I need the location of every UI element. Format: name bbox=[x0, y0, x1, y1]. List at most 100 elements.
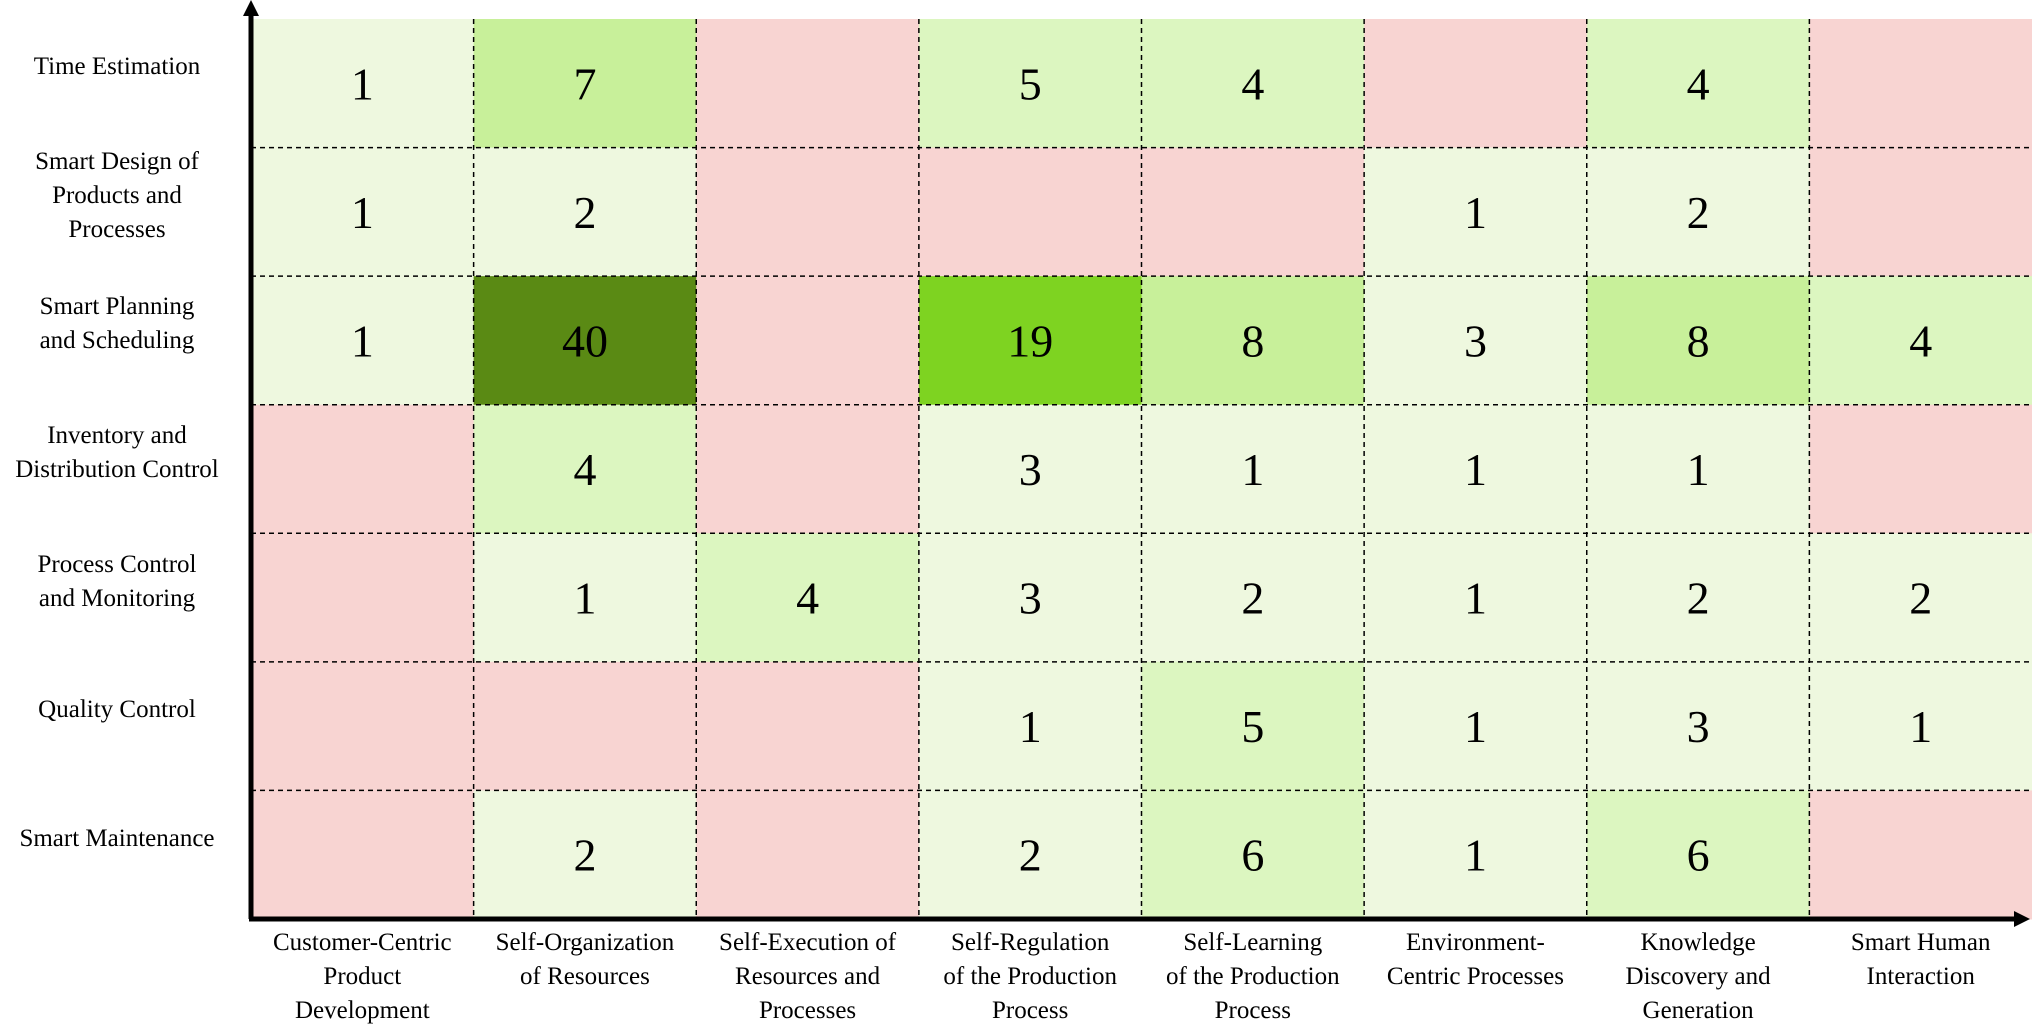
cell-smart-maintenance-environment-centric-processes bbox=[1364, 790, 1588, 920]
column-label-self-learning-of-the-production-process: Self-Learning of the Production Process bbox=[1142, 926, 1365, 1028]
column-label-line: Self-Organization bbox=[495, 929, 675, 956]
cell-process-control-and-monitoring-self-execution-of-resources-and-processes bbox=[696, 533, 920, 663]
cell-smart-planning-and-scheduling-self-execution-of-resources-and-processes bbox=[696, 276, 920, 406]
row-label-smart-planning-and-scheduling: Smart Planning and Scheduling bbox=[0, 290, 234, 358]
cell-process-control-and-monitoring-environment-centric-processes bbox=[1364, 533, 1588, 663]
cell-value-label: 5 bbox=[1019, 58, 1042, 109]
row-label-line: Inventory and bbox=[47, 422, 187, 449]
column-label-line: Resources and bbox=[735, 963, 881, 990]
cell-time-estimation-self-execution-of-resources-and-processes bbox=[696, 19, 920, 149]
cell-smart-planning-and-scheduling-environment-centric-processes bbox=[1364, 276, 1588, 406]
x-axis-arrow bbox=[2014, 911, 2030, 927]
cell-smart-planning-and-scheduling-knowledge-discovery-and-generation bbox=[1586, 276, 1810, 406]
grid-lines bbox=[251, 19, 2032, 919]
row-label-line: and Scheduling bbox=[39, 327, 195, 355]
cell-value-label: 8 bbox=[1241, 315, 1264, 366]
row-label-line: Processes bbox=[68, 215, 166, 243]
cell-value-label: 7 bbox=[573, 58, 596, 109]
cell-quality-control-environment-centric-processes bbox=[1364, 661, 1588, 791]
cell-time-estimation-customer-centric-product-development bbox=[251, 19, 475, 149]
cell-time-estimation-smart-human-interaction bbox=[1809, 19, 2032, 149]
cell-process-control-and-monitoring-self-regulation-of-the-production-process bbox=[918, 533, 1142, 663]
cell-process-control-and-monitoring-self-learning-of-the-production-process bbox=[1141, 533, 1365, 663]
column-label-smart-human-interaction: Smart Human Interaction bbox=[1809, 926, 2032, 994]
cell-process-control-and-monitoring-self-organization-of-resources bbox=[473, 533, 697, 663]
row-label-line: Distribution Control bbox=[15, 456, 219, 483]
cell-inventory-and-distribution-control-environment-centric-processes bbox=[1364, 404, 1588, 534]
row-label-line: Smart Maintenance bbox=[19, 824, 215, 852]
column-label-line: Smart Human bbox=[1850, 929, 1991, 956]
row-label-line: Smart Planning bbox=[39, 293, 195, 321]
cell-time-estimation-self-learning-of-the-production-process bbox=[1141, 19, 1365, 149]
column-label-knowledge-discovery-and-generation: Knowledge Discovery and Generation bbox=[1587, 926, 1810, 1028]
cell-value-label: 2 bbox=[573, 830, 596, 881]
cell-value-label: 8 bbox=[1687, 315, 1710, 366]
column-label-line: Interaction bbox=[1866, 963, 1975, 990]
cell-value-label: 2 bbox=[1687, 187, 1710, 238]
cell-value-label: 6 bbox=[1687, 830, 1710, 881]
cell-value-label: 5 bbox=[1241, 701, 1264, 752]
column-label-line: Development bbox=[294, 997, 430, 1024]
cell-time-estimation-self-regulation-of-the-production-process bbox=[918, 19, 1142, 149]
y-axis-arrow bbox=[243, 0, 259, 16]
column-label-line: Self-Regulation bbox=[951, 929, 1110, 956]
cell-smart-planning-and-scheduling-self-organization-of-resources bbox=[473, 276, 697, 406]
cell-inventory-and-distribution-control-self-organization-of-resources bbox=[473, 404, 697, 534]
cell-value-label: 19 bbox=[1007, 315, 1053, 366]
cell-process-control-and-monitoring-smart-human-interaction bbox=[1809, 533, 2032, 663]
cell-value-label: 3 bbox=[1019, 573, 1042, 624]
cell-quality-control-self-learning-of-the-production-process bbox=[1141, 661, 1365, 791]
cell-value-label: 1 bbox=[1909, 701, 1932, 752]
cell-smart-planning-and-scheduling-customer-centric-product-development bbox=[251, 276, 475, 406]
cell-value-label: 2 bbox=[1241, 573, 1264, 624]
cell-value-label: 4 bbox=[796, 573, 819, 624]
cell-process-control-and-monitoring-knowledge-discovery-and-generation bbox=[1586, 533, 1810, 663]
cell-inventory-and-distribution-control-knowledge-discovery-and-generation bbox=[1586, 404, 1810, 534]
cell-quality-control-self-organization-of-resources bbox=[473, 661, 697, 791]
cell-value-label: 40 bbox=[562, 315, 608, 366]
cell-smart-maintenance-self-execution-of-resources-and-processes bbox=[696, 790, 920, 920]
column-label-line: Product bbox=[323, 963, 402, 990]
axes bbox=[243, 0, 2030, 927]
cell-value-label: 1 bbox=[351, 315, 374, 366]
cell-smart-maintenance-knowledge-discovery-and-generation bbox=[1586, 790, 1810, 920]
row-label-smart-design-of-products-and-processes: Smart Design of Products and Processes bbox=[0, 145, 234, 247]
cell-value-label: 2 bbox=[1019, 830, 1042, 881]
cell-value-label: 6 bbox=[1241, 830, 1264, 881]
cell-value-label: 1 bbox=[1019, 701, 1042, 752]
cell-value-label: 3 bbox=[1019, 444, 1042, 495]
cell-smart-design-of-products-and-processes-self-execution-of-resources-and-processes bbox=[696, 147, 920, 277]
row-label-time-estimation: Time Estimation bbox=[0, 50, 234, 84]
cell-value-label: 1 bbox=[351, 58, 374, 109]
column-label-line: of the Production bbox=[943, 963, 1117, 990]
cell-value-label: 1 bbox=[1464, 187, 1487, 238]
cell-smart-design-of-products-and-processes-self-organization-of-resources bbox=[473, 147, 697, 277]
cell-inventory-and-distribution-control-self-regulation-of-the-production-process bbox=[918, 404, 1142, 534]
column-label-line: Generation bbox=[1642, 997, 1754, 1024]
cell-smart-design-of-products-and-processes-self-regulation-of-the-production-process bbox=[918, 147, 1142, 277]
column-label-self-execution-of-resources-and-processes: Self-Execution of Resources and Processes bbox=[696, 926, 919, 1028]
row-label-line: Products and bbox=[52, 181, 182, 209]
row-label-line: Time Estimation bbox=[33, 53, 201, 81]
cell-value-label: 4 bbox=[1909, 315, 1932, 366]
column-label-line: Process bbox=[1214, 997, 1291, 1024]
heatmap-cells: 1 7 5 4 4 1 2 1 2 1 40 19 8 3 8 4 4 3 1 1 1 1 4 3 2 1 2 2 1 5 1 3 1 2 2 6 1 6 bbox=[251, 19, 2032, 920]
cell-value-label: 1 bbox=[1464, 573, 1487, 624]
cell-quality-control-customer-centric-product-development bbox=[251, 661, 475, 791]
cell-time-estimation-environment-centric-processes bbox=[1364, 19, 1588, 149]
cell-value-label: 2 bbox=[1909, 573, 1932, 624]
column-label-self-organization-of-resources: Self-Organization of Resources bbox=[474, 926, 697, 994]
cell-quality-control-self-execution-of-resources-and-processes bbox=[696, 661, 920, 791]
cell-time-estimation-knowledge-discovery-and-generation bbox=[1586, 19, 1810, 149]
cell-process-control-and-monitoring-customer-centric-product-development bbox=[251, 533, 475, 663]
column-label-line: Environment- bbox=[1406, 929, 1545, 956]
cell-value-label: 4 bbox=[1241, 58, 1264, 109]
row-label-line: Process Control bbox=[37, 550, 197, 578]
row-label-line: Smart Design of bbox=[35, 147, 199, 175]
cell-smart-design-of-products-and-processes-knowledge-discovery-and-generation bbox=[1586, 147, 1810, 277]
cell-value-label: 2 bbox=[573, 187, 596, 238]
row-label-process-control-and-monitoring: Process Control and Monitoring bbox=[0, 548, 234, 616]
cell-time-estimation-self-organization-of-resources bbox=[473, 19, 697, 149]
row-label-smart-maintenance: Smart Maintenance bbox=[0, 822, 234, 856]
